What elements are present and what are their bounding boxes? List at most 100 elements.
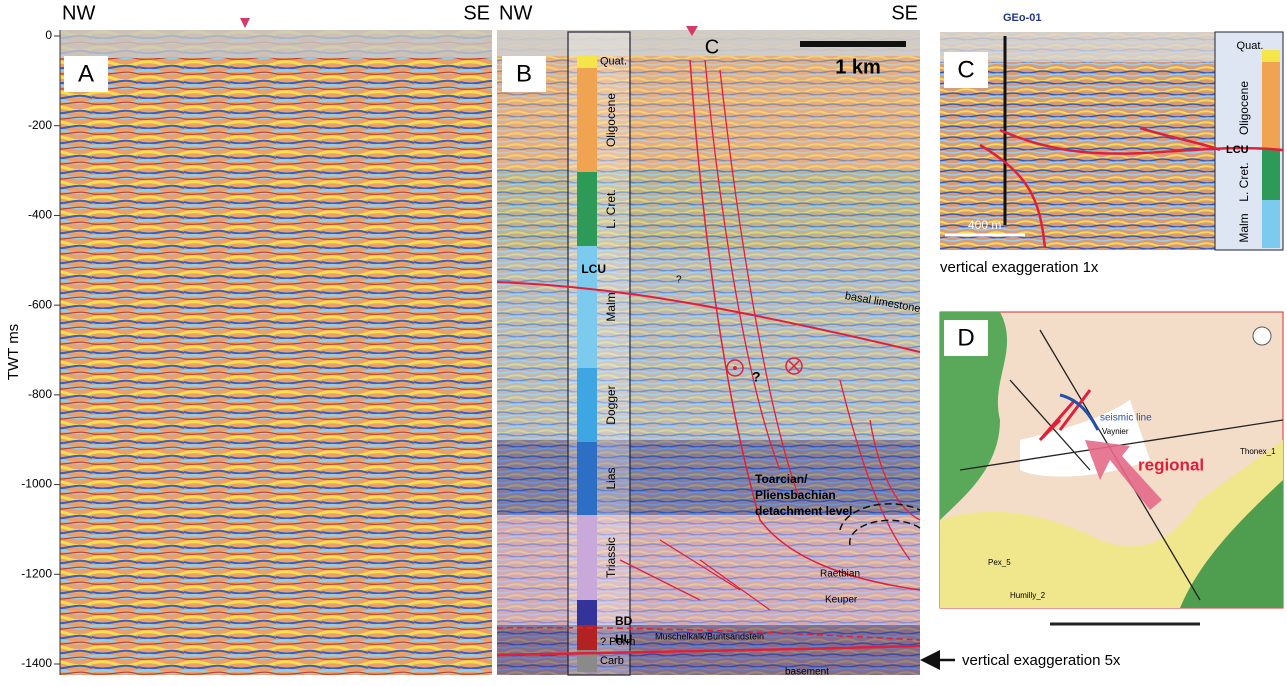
axis-title: TWT ms (5, 324, 22, 380)
regional-arrow (1085, 440, 1162, 510)
map-label: regional (1138, 455, 1204, 474)
fault (704, 59, 801, 501)
y-tick-label: -800 (28, 387, 52, 401)
unit-label: Quat. (1237, 40, 1264, 52)
label-box (64, 56, 108, 92)
horizon-label: LCU (1226, 144, 1249, 156)
unit-label: Triassic (604, 537, 618, 578)
label-box (502, 56, 546, 92)
label-box (944, 52, 988, 88)
seismic-line (1059, 393, 1100, 431)
well-label: GEo-01 (1003, 12, 1042, 24)
bd-line (496, 626, 921, 641)
annotation: ? (752, 369, 761, 385)
fault (839, 379, 921, 561)
section-marker: C (705, 36, 719, 58)
unit-label: Carb (600, 655, 624, 667)
annotation: Toarcian/ (755, 472, 808, 486)
motion-in (785, 357, 803, 375)
map-label: Pex_5 (988, 558, 1011, 567)
panel-label: B (516, 60, 532, 87)
y-tick-label: -1000 (21, 477, 52, 491)
annotation: Raetbian (820, 569, 860, 580)
unit-label: Malm (604, 292, 618, 321)
motion-dot (733, 366, 737, 370)
panel-label: C (957, 56, 974, 83)
unit (1262, 150, 1280, 200)
well-marker (686, 26, 698, 36)
tint (497, 170, 920, 250)
fault (619, 539, 771, 611)
annotation: Muschelkalk/Buntsandstein (655, 631, 764, 641)
fold-outline (839, 503, 921, 546)
nw-label: NW (62, 2, 95, 24)
y-tick-label: -1200 (21, 566, 52, 580)
map-label: Thonex_1 (1240, 447, 1276, 456)
unit (1262, 50, 1280, 62)
panel-label: A (78, 60, 94, 87)
horizon-label: BD (615, 614, 633, 628)
map-label: Humilly_2 (1010, 591, 1046, 600)
caption: vertical exaggeration 5x (962, 652, 1121, 669)
scale-label: 1 km (835, 56, 881, 78)
unit-label: Oligocene (1237, 81, 1251, 135)
annotation: Keuper (825, 595, 858, 606)
seismic-a (60, 30, 492, 675)
tint (497, 250, 920, 440)
unit-label: Quat. (600, 55, 627, 67)
unit (577, 442, 597, 515)
lcu-line (496, 281, 921, 353)
unit-label: ? Perm (600, 636, 635, 648)
terrain (1180, 480, 1283, 608)
unit (577, 600, 597, 625)
annotation: basement (785, 667, 829, 678)
panel-label: D (957, 324, 974, 351)
y-tick-label: -200 (28, 118, 52, 132)
map-label: seismic line (1100, 413, 1152, 424)
label-box (944, 320, 988, 356)
terrain (940, 312, 1008, 520)
nw-label: NW (499, 2, 532, 24)
y-tick-label: -400 (28, 208, 52, 222)
y-tick-label: -1400 (21, 656, 52, 670)
unit-label: Oligocene (604, 93, 618, 147)
se-label: SE (463, 2, 490, 24)
unit (577, 246, 597, 368)
unit (577, 68, 597, 172)
shear-arrow (1038, 389, 1092, 442)
unit (1262, 62, 1280, 150)
unit-label: Lias (604, 467, 618, 489)
terrain (940, 440, 1283, 608)
unit (577, 55, 597, 68)
fault (979, 126, 1284, 249)
fault (689, 59, 921, 591)
unit-label: Malm (1237, 213, 1251, 242)
motion-cross (788, 360, 800, 372)
y-tick-label: -600 (28, 297, 52, 311)
y-tick-label: 0 (45, 28, 52, 42)
scale-label: 400 m (968, 218, 1001, 232)
unit (577, 172, 597, 246)
unit (577, 650, 597, 672)
annotation: ? (676, 275, 682, 286)
header-strip (60, 30, 492, 58)
horizon-label: LCU (581, 262, 606, 276)
unit (577, 515, 597, 600)
caption: vertical exaggeration 1x (940, 259, 1099, 276)
tint (497, 440, 920, 515)
well-marker (240, 18, 250, 28)
motion-out (726, 359, 744, 377)
unit-label: L. Cret. (604, 189, 618, 228)
map-label: Vaynier (1102, 427, 1129, 436)
unit (577, 368, 597, 442)
annotation: Pliensbachian (755, 488, 836, 502)
unit-label: Dogger (604, 385, 618, 424)
north-arrow (1252, 326, 1272, 346)
horizon-label: HU (615, 632, 632, 646)
unit (1262, 200, 1280, 248)
hu-line (496, 644, 921, 657)
unit-label: L. Cret. (1237, 162, 1251, 201)
se-label: SE (891, 2, 918, 24)
annotation: detachment level (755, 504, 852, 518)
